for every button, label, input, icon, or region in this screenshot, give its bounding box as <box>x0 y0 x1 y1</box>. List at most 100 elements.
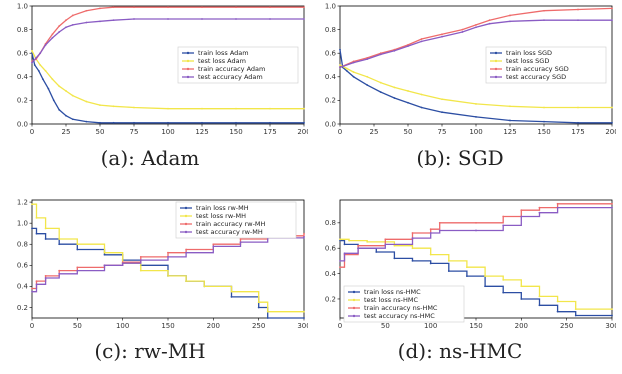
x-tick-label: 200 <box>515 322 528 330</box>
data-point <box>201 107 203 110</box>
caption-adam: (a): Adam <box>100 146 200 170</box>
data-point <box>31 203 33 206</box>
data-point <box>167 274 169 277</box>
data-point <box>577 121 579 124</box>
data-point <box>65 26 67 29</box>
data-point <box>35 283 38 286</box>
caption-ns-hmc: (d): ns-HMC <box>397 339 523 363</box>
data-point <box>429 262 432 265</box>
data-point <box>76 243 79 246</box>
x-tick-label: 0 <box>338 128 342 136</box>
data-point <box>556 310 559 313</box>
data-point <box>611 314 613 317</box>
data-point <box>51 33 54 36</box>
data-point <box>574 314 577 317</box>
data-point <box>488 19 491 22</box>
data-point <box>167 121 169 124</box>
data-point <box>366 84 369 86</box>
x-tick-label: 200 <box>207 322 220 330</box>
y-tick-label: 0.6 <box>325 50 337 58</box>
data-point <box>611 19 613 22</box>
data-point <box>556 300 559 303</box>
x-tick-label: 150 <box>161 322 174 330</box>
data-point <box>31 49 33 52</box>
y-tick-label: 0.2 <box>325 97 336 105</box>
legend-marker <box>186 51 190 55</box>
data-point <box>35 280 38 283</box>
data-point <box>303 121 305 124</box>
legend-label: train loss SGD <box>506 49 552 57</box>
data-point <box>343 243 346 246</box>
data-point <box>393 257 396 260</box>
data-point <box>71 94 74 97</box>
data-point <box>520 215 523 218</box>
data-point <box>230 290 233 293</box>
series-line-test-accuracy <box>32 236 305 293</box>
data-point <box>441 98 443 101</box>
data-point <box>420 38 423 40</box>
data-point <box>31 227 33 230</box>
y-tick-label: 0.6 <box>17 262 29 270</box>
legend-marker <box>494 67 498 71</box>
data-point <box>475 116 477 118</box>
data-point <box>520 209 523 212</box>
data-point <box>411 247 414 250</box>
legend-label: test loss ns-HMC <box>364 296 419 304</box>
legend-label: test accuracy Adam <box>198 73 263 81</box>
data-point <box>235 121 237 124</box>
data-point <box>393 97 396 99</box>
y-tick-label: 0.2 <box>17 97 28 105</box>
data-point <box>58 243 61 246</box>
data-point <box>407 101 409 104</box>
legend-marker <box>186 75 190 79</box>
data-point <box>611 106 613 109</box>
data-point <box>44 44 47 46</box>
chart-rw-mh: 0 50 100 150 200 250 300 0.2 0.4 0.6 0.8 1.0 1.2 trai… <box>17 198 308 330</box>
data-point <box>407 90 409 92</box>
legend-marker <box>494 59 498 63</box>
data-point <box>461 31 464 33</box>
data-point <box>76 269 79 272</box>
data-point <box>339 64 341 66</box>
data-point <box>502 291 505 294</box>
data-point <box>411 260 414 262</box>
legend-marker <box>186 59 190 63</box>
data-point <box>447 270 450 272</box>
data-point <box>441 35 443 38</box>
data-point <box>58 31 61 33</box>
data-point <box>239 238 242 240</box>
y-tick-label: 0.4 <box>325 270 337 278</box>
legend-label: train loss rw-MH <box>196 204 249 212</box>
data-point <box>441 111 443 114</box>
data-point <box>475 103 477 105</box>
data-point <box>203 285 206 288</box>
data-point <box>35 232 38 235</box>
data-point <box>538 295 541 298</box>
data-point <box>339 260 341 262</box>
caption-sgd: (b): SGD <box>416 146 504 170</box>
data-point <box>366 58 369 60</box>
legend-marker <box>186 67 190 71</box>
legend-box <box>177 46 299 84</box>
data-point <box>212 243 215 246</box>
data-point <box>438 229 441 232</box>
legend-label: test loss Adam <box>198 57 246 65</box>
data-point <box>384 243 387 246</box>
data-point <box>269 18 271 20</box>
data-point <box>461 28 464 31</box>
series-line-train-loss <box>31 53 304 124</box>
data-point <box>257 301 260 304</box>
data-point <box>58 108 61 111</box>
legend-label: test loss SGD <box>506 57 549 65</box>
data-point <box>611 308 613 311</box>
data-point <box>269 6 271 9</box>
data-point <box>139 255 142 258</box>
data-point <box>31 290 33 293</box>
data-point <box>212 245 215 248</box>
x-tick-label: 50 <box>381 322 390 330</box>
data-point <box>339 238 341 241</box>
data-point <box>266 317 269 319</box>
y-tick-label: 0.4 <box>17 283 29 291</box>
x-tick-label: 50 <box>73 322 82 330</box>
legend-label: train accuracy rw-MH <box>196 220 266 228</box>
